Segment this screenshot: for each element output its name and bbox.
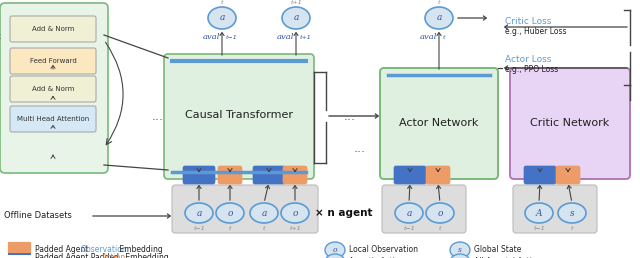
Text: Actor Loss: Actor Loss xyxy=(505,55,552,64)
Text: a: a xyxy=(406,208,412,217)
Text: Observation: Observation xyxy=(81,245,128,254)
Text: o: o xyxy=(333,246,337,254)
Text: aval: aval xyxy=(203,33,220,41)
Bar xyxy=(8,242,30,252)
Text: N x: N x xyxy=(0,32,1,41)
Ellipse shape xyxy=(395,203,423,223)
FancyBboxPatch shape xyxy=(283,166,307,184)
Ellipse shape xyxy=(450,242,470,258)
FancyBboxPatch shape xyxy=(10,16,96,42)
Text: Add & Norm: Add & Norm xyxy=(32,26,74,32)
Text: t−1: t−1 xyxy=(403,225,415,230)
FancyBboxPatch shape xyxy=(10,48,96,74)
Bar xyxy=(8,244,30,254)
Text: Multi Head Attention: Multi Head Attention xyxy=(17,116,89,122)
Text: t−1: t−1 xyxy=(193,225,205,230)
Ellipse shape xyxy=(281,203,309,223)
Text: Add & Norm: Add & Norm xyxy=(32,86,74,92)
Ellipse shape xyxy=(250,203,278,223)
Text: t−1: t−1 xyxy=(226,35,237,40)
Text: Padded Agent: Padded Agent xyxy=(35,245,91,254)
Text: s: s xyxy=(458,246,462,254)
Text: o: o xyxy=(292,208,298,217)
Text: ...: ... xyxy=(344,109,356,123)
Ellipse shape xyxy=(525,203,553,223)
Text: Causal Transformer: Causal Transformer xyxy=(185,109,293,119)
FancyBboxPatch shape xyxy=(513,185,597,233)
Text: Critic Loss: Critic Loss xyxy=(505,18,552,27)
Text: t: t xyxy=(571,225,573,230)
Text: Critic Network: Critic Network xyxy=(531,118,610,128)
Ellipse shape xyxy=(325,254,345,258)
Text: t+1: t+1 xyxy=(290,1,302,5)
FancyBboxPatch shape xyxy=(380,68,498,179)
Text: a: a xyxy=(261,208,267,217)
Text: a: a xyxy=(436,13,442,22)
FancyBboxPatch shape xyxy=(10,76,96,102)
Text: t+1: t+1 xyxy=(300,35,312,40)
Text: Global State: Global State xyxy=(474,246,522,254)
Ellipse shape xyxy=(558,203,586,223)
FancyBboxPatch shape xyxy=(0,3,108,173)
Text: Embedding: Embedding xyxy=(117,245,163,254)
FancyBboxPatch shape xyxy=(253,166,285,184)
Text: ...: ... xyxy=(354,141,366,155)
Text: t: t xyxy=(438,1,440,5)
Text: × n agent: × n agent xyxy=(316,208,372,218)
Text: a: a xyxy=(196,208,202,217)
FancyBboxPatch shape xyxy=(556,166,580,184)
FancyBboxPatch shape xyxy=(172,185,318,233)
Text: Offline Datasets: Offline Datasets xyxy=(4,212,72,221)
Text: aval: aval xyxy=(276,33,294,41)
Text: Embedding: Embedding xyxy=(123,253,169,258)
Text: t: t xyxy=(228,225,231,230)
FancyBboxPatch shape xyxy=(10,106,96,132)
Ellipse shape xyxy=(325,242,345,258)
FancyBboxPatch shape xyxy=(510,68,630,179)
Text: o: o xyxy=(437,208,443,217)
Text: t+1: t+1 xyxy=(289,225,301,230)
FancyBboxPatch shape xyxy=(382,185,466,233)
Ellipse shape xyxy=(208,7,236,29)
FancyBboxPatch shape xyxy=(394,166,426,184)
Text: A: A xyxy=(536,208,542,217)
FancyBboxPatch shape xyxy=(164,54,314,179)
Text: Feed Forward: Feed Forward xyxy=(29,58,76,64)
Ellipse shape xyxy=(216,203,244,223)
Ellipse shape xyxy=(425,7,453,29)
Ellipse shape xyxy=(426,203,454,223)
Text: ...: ... xyxy=(152,109,164,123)
Text: t: t xyxy=(263,225,265,230)
FancyBboxPatch shape xyxy=(183,166,215,184)
Text: Actor Network: Actor Network xyxy=(399,118,479,128)
Text: a: a xyxy=(220,13,225,22)
Text: t−1: t−1 xyxy=(533,225,545,230)
Text: Action: Action xyxy=(102,253,126,258)
Text: t: t xyxy=(221,1,223,5)
Text: Padded Agent Padded: Padded Agent Padded xyxy=(35,253,122,258)
Text: Agent's Action: Agent's Action xyxy=(349,257,404,258)
Ellipse shape xyxy=(450,254,470,258)
FancyBboxPatch shape xyxy=(524,166,556,184)
Text: e.g., PPO Loss: e.g., PPO Loss xyxy=(505,66,558,75)
Text: a: a xyxy=(293,13,299,22)
Ellipse shape xyxy=(282,7,310,29)
Text: t: t xyxy=(443,35,445,40)
FancyBboxPatch shape xyxy=(218,166,242,184)
Text: aval: aval xyxy=(420,33,437,41)
Text: All Agents' Actions: All Agents' Actions xyxy=(474,257,545,258)
Text: s: s xyxy=(570,208,574,217)
Text: e.g., Huber Loss: e.g., Huber Loss xyxy=(505,28,566,36)
Text: Local Observation: Local Observation xyxy=(349,246,418,254)
Ellipse shape xyxy=(185,203,213,223)
FancyBboxPatch shape xyxy=(426,166,450,184)
Text: t: t xyxy=(439,225,441,230)
Text: o: o xyxy=(227,208,233,217)
